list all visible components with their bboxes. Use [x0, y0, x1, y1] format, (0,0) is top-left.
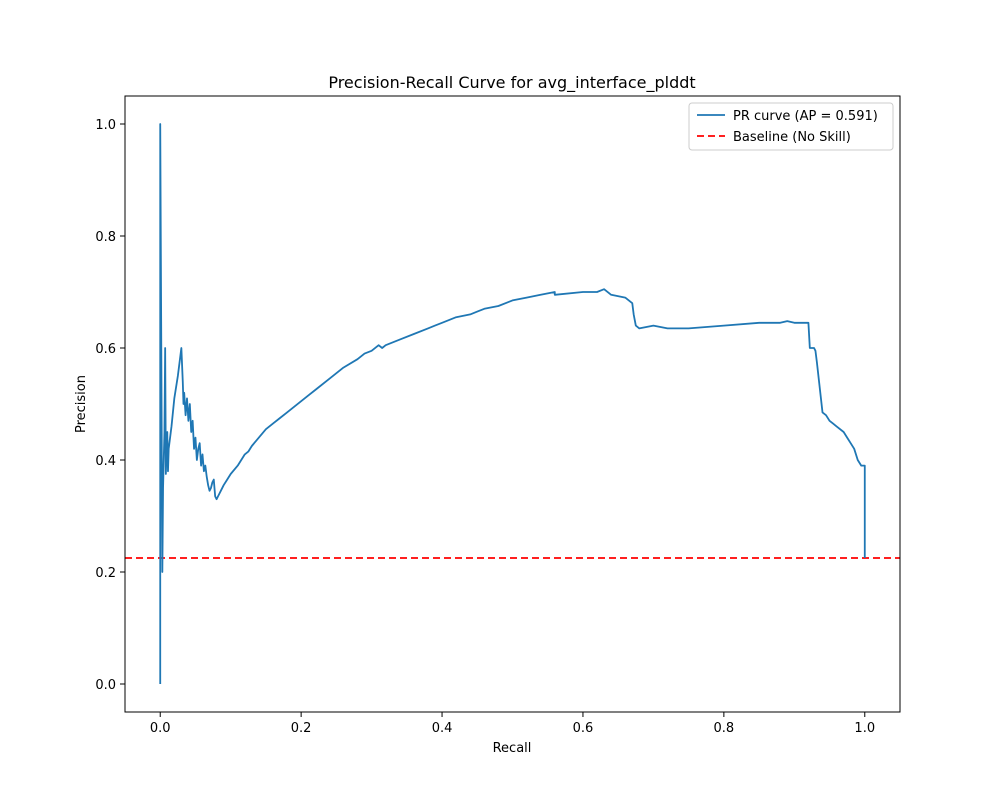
x-tick-label: 0.8 — [714, 721, 735, 736]
y-tick-label: 0.2 — [95, 566, 116, 581]
y-tick-label: 0.0 — [95, 678, 116, 693]
y-tick-label: 1.0 — [95, 118, 116, 133]
x-tick-label: 0.0 — [150, 721, 171, 736]
y-tick-label: 0.6 — [95, 342, 116, 357]
legend: PR curve (AP = 0.591) Baseline (No Skill… — [688, 102, 894, 151]
axes-frame — [124, 95, 901, 713]
x-axis-label: Recall — [493, 741, 532, 756]
x-tick-label: 0.2 — [291, 721, 312, 736]
chart-title: Precision-Recall Curve for avg_interface… — [328, 73, 695, 93]
y-tick-label: 0.8 — [95, 230, 116, 245]
x-axis-ticks: 0.0 0.2 0.4 0.6 0.8 1.0 — [150, 712, 875, 736]
plot-area — [125, 123, 900, 684]
y-axis-ticks: 0.0 0.2 0.4 0.6 0.8 1.0 — [95, 118, 125, 693]
x-tick-label: 0.6 — [573, 721, 594, 736]
x-tick-label: 1.0 — [854, 721, 875, 736]
y-axis-label: Precision — [74, 375, 89, 433]
legend-label-pr-curve: PR curve (AP = 0.591) — [733, 109, 878, 124]
pr-curve-line — [159, 123, 866, 684]
legend-label-baseline: Baseline (No Skill) — [733, 130, 851, 145]
legend-box — [688, 102, 894, 151]
y-tick-label: 0.4 — [95, 454, 116, 469]
x-tick-label: 0.4 — [432, 721, 453, 736]
